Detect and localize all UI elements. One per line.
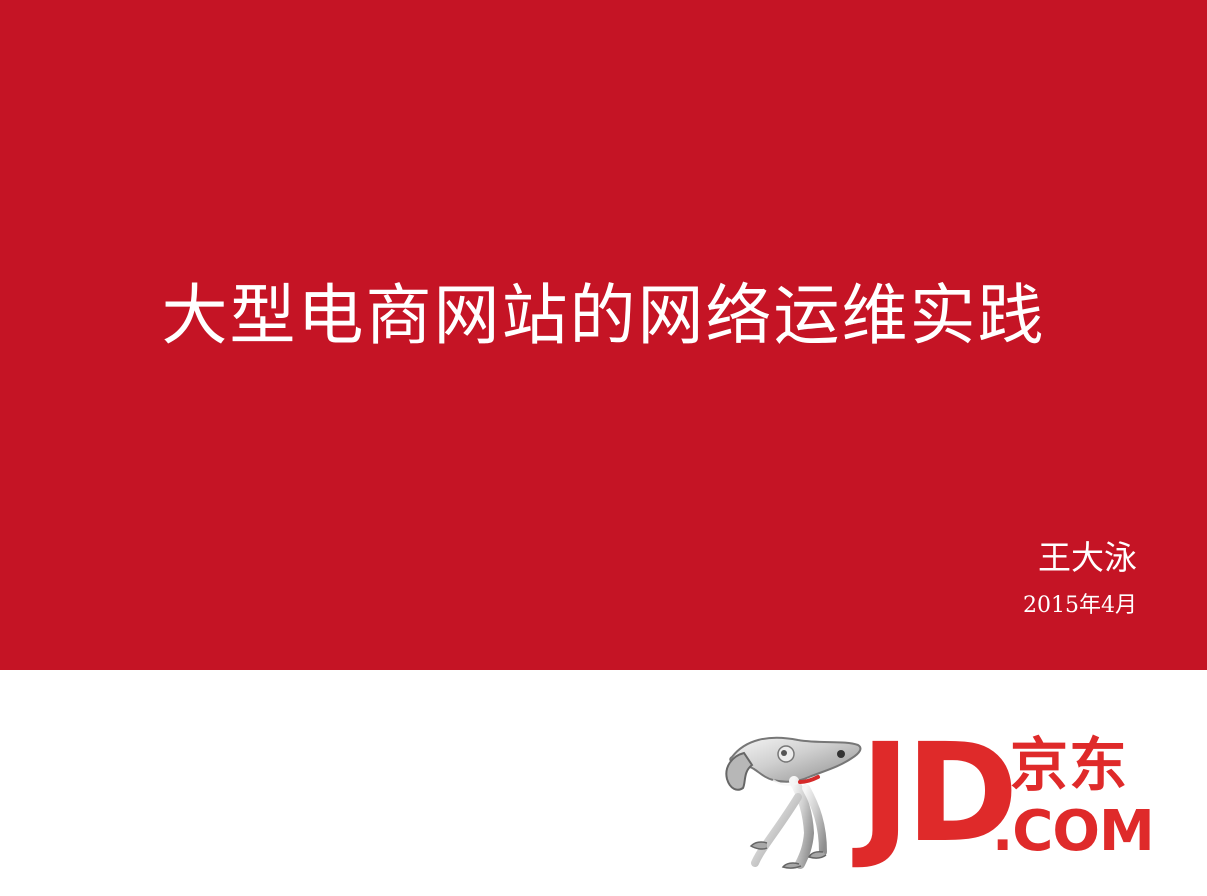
jd-domain-wordmark: .COM [992,799,1155,864]
jd-chinese-wordmark: 京东 [1010,731,1129,799]
slide-title: 大型电商网站的网络运维实践 [161,277,1046,354]
dog-mascot-icon [725,736,862,869]
author-name: 王大泳 [1038,538,1137,577]
jd-wordmark: JD [860,715,1018,873]
title-panel: 大型电商网站的网络运维实践 王大泳 2015年4月 [0,0,1207,670]
presentation-date: 2015年4月 [1023,593,1137,618]
jd-logo: JD 京东 .COM [720,722,1160,870]
